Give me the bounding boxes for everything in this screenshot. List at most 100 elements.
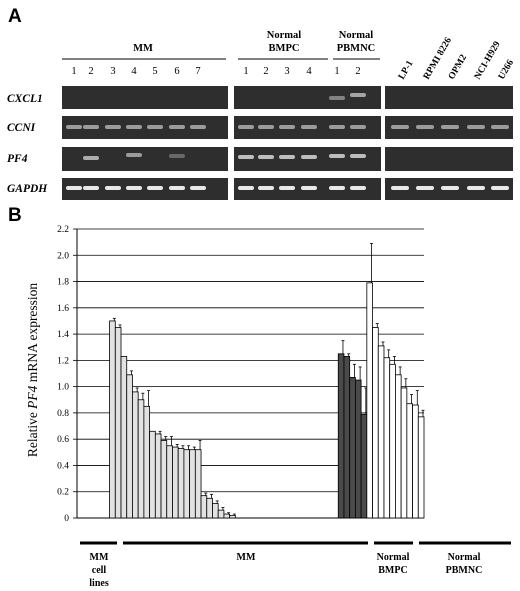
gel-band — [105, 186, 121, 190]
gel-band — [391, 186, 409, 190]
bar — [383, 357, 391, 519]
gel-band — [126, 125, 142, 129]
bar — [166, 445, 173, 519]
cell-line-label: U266 — [497, 58, 516, 81]
bar — [395, 374, 402, 519]
bar — [143, 405, 150, 519]
gel-lane-number: 6 — [174, 66, 179, 77]
gel-band — [301, 125, 317, 129]
group-label: lines — [89, 578, 109, 589]
gel-band — [329, 154, 345, 158]
gel-band — [258, 186, 274, 190]
bar — [229, 514, 236, 519]
gel-band — [329, 96, 345, 100]
gel-band — [169, 125, 185, 129]
y-tick-label: 0.6 — [57, 435, 69, 445]
gel-band — [279, 186, 295, 190]
gel-band — [126, 186, 142, 190]
bar — [200, 495, 208, 519]
bar — [120, 356, 128, 519]
gel-header-bmpc-2: BMPC — [269, 43, 300, 54]
gel-lane-number: 2 — [88, 66, 93, 77]
gel-header-pbmnc-2: PBMNC — [337, 43, 376, 54]
gel-strip — [385, 147, 513, 171]
bar — [206, 497, 213, 519]
group-label: MM — [237, 552, 256, 563]
y-axis-label: Relative PF4 mRNA expression — [25, 283, 40, 458]
gel-band — [329, 186, 345, 190]
gel-band — [147, 125, 163, 129]
gel-lane-number: 5 — [152, 66, 157, 77]
gel-band — [238, 186, 254, 190]
gel-strip — [62, 178, 228, 200]
y-tick-label: 0.4 — [57, 461, 69, 471]
gel-band — [301, 155, 317, 159]
gel-header-mm: MM — [133, 43, 153, 54]
gel-band — [169, 154, 185, 158]
gel-band — [258, 125, 274, 129]
y-tick-label: 0.2 — [57, 488, 69, 498]
group-label: cell — [92, 565, 107, 576]
gel-strip — [385, 86, 513, 109]
gel-band — [491, 186, 509, 190]
group-label: BMPC — [378, 565, 407, 576]
y-tick-label: 1.6 — [57, 304, 69, 314]
gel-band — [416, 125, 434, 129]
bar — [360, 413, 368, 519]
gel-band — [350, 93, 366, 97]
gel-band — [350, 154, 366, 158]
gel-lane-number: 1 — [334, 66, 339, 77]
group-label: PBMNC — [446, 565, 483, 576]
y-tick-label: 0 — [64, 514, 69, 524]
gel-band — [467, 186, 485, 190]
bar — [212, 503, 219, 519]
gel-lane-number: 3 — [284, 66, 289, 77]
bar — [154, 433, 162, 519]
y-tick-label: 1.8 — [57, 278, 69, 288]
bar — [412, 404, 419, 519]
gel-band — [279, 125, 295, 129]
gel-gene-labels: CXCL1 CCNI PF4 GAPDH — [7, 93, 48, 195]
group-axis: MM cell lines MM Normal BMPC Normal PBMNC — [80, 541, 511, 589]
gel-band — [301, 186, 317, 190]
gel-lane-number: 1 — [71, 66, 76, 77]
gel-band — [66, 125, 82, 129]
bar — [377, 345, 385, 519]
gel-band — [83, 125, 99, 129]
gel-band — [238, 155, 254, 159]
cell-line-label: LP-1 — [397, 59, 416, 82]
gel-band — [190, 125, 206, 129]
gel-band — [238, 125, 254, 129]
gel-lane-number: 2 — [263, 66, 268, 77]
group-label: MM — [90, 552, 109, 563]
panel-b-letter: B — [8, 205, 22, 226]
gel-band — [467, 125, 485, 129]
gel-band — [258, 155, 274, 159]
gel-lane-number: 4 — [131, 66, 137, 77]
bar — [137, 399, 145, 519]
gel-band — [126, 153, 142, 157]
cell-line-label: OPM2 — [447, 53, 469, 82]
bar — [343, 356, 351, 519]
gel-band — [416, 186, 434, 190]
gene-label: PF4 — [7, 153, 28, 165]
bar — [114, 327, 122, 519]
bar — [172, 446, 179, 519]
gel-header-pbmnc-1: Normal — [339, 30, 373, 41]
gel-band — [169, 186, 185, 190]
y-tick-label: 1.4 — [57, 330, 69, 340]
bar — [132, 391, 139, 519]
gel-band — [279, 155, 295, 159]
gel-strip — [62, 86, 228, 109]
bar — [160, 440, 168, 519]
y-tick-label: 2.0 — [57, 251, 69, 261]
bar — [417, 416, 425, 519]
bar — [177, 447, 185, 519]
gel-lane-number: 4 — [306, 66, 312, 77]
gene-label: CXCL1 — [7, 93, 43, 105]
bar — [109, 320, 116, 519]
gel-band — [441, 125, 459, 129]
bar — [406, 403, 413, 519]
